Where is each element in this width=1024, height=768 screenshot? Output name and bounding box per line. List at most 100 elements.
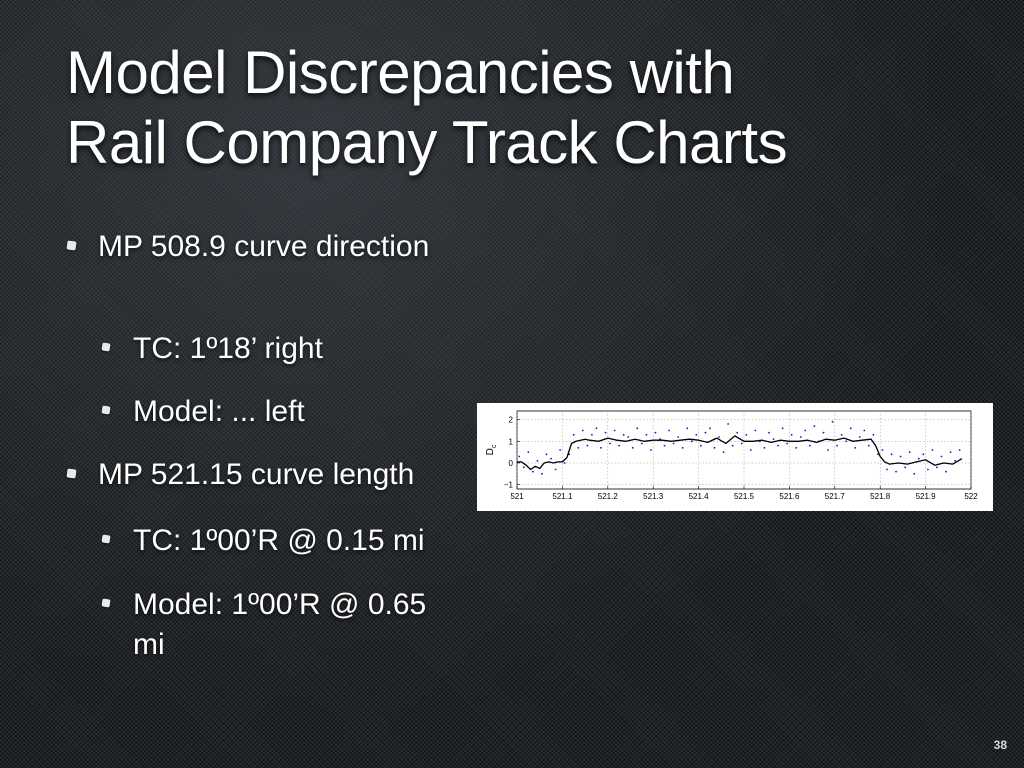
sub-bullet-item: Model: 1º00’R @ 0.65 mi [101,585,463,665]
data-point [881,449,884,451]
y-tick-label: 0 [509,459,514,468]
data-point [854,446,857,449]
bullet-item: MP 508.9 curve direction [66,227,458,267]
bullet-item: MP 521.15 curve length [66,455,458,495]
data-point [813,425,816,428]
data-point [931,449,934,451]
data-point [609,442,611,445]
data-point [586,444,589,447]
data-point [595,427,598,430]
data-point [618,444,621,447]
data-point [622,433,625,436]
data-point [722,451,725,454]
data-point [731,444,734,447]
data-point [709,427,711,430]
data-point [718,436,720,438]
data-point [804,429,807,432]
slide-number: 38 [993,738,1007,752]
data-point [904,466,907,469]
data-point [781,427,784,430]
data-point [917,457,920,460]
data-point [541,472,543,475]
data-point [654,431,657,434]
data-point [727,423,730,425]
data-point [690,440,693,443]
data-point [926,468,929,471]
data-point [713,446,716,449]
bullet-marker-icon [101,598,111,608]
data-point [777,444,779,447]
data-point [636,427,639,430]
data-point [908,451,911,454]
data-point [831,420,834,423]
data-point [650,449,652,451]
data-point [527,451,530,454]
data-point [572,433,575,436]
curvature-chart: 521 521.1 521.2 521.3 521.4 521.5 521.6 521.7 52… [477,403,993,511]
sub-bullet-item: Model: ... left [101,392,463,432]
x-tick-label: 521.1 [552,492,573,501]
x-tick-label: 521.9 [916,492,937,501]
data-point [531,470,534,473]
data-point [554,468,557,471]
data-point [749,449,752,451]
data-point [631,446,634,449]
data-point [577,446,580,449]
y-axis-label-main: D [485,448,496,455]
data-point [795,446,798,449]
slide-title-line-2: Rail Company Track Charts [66,109,788,176]
data-point [600,446,602,449]
y-tick-label: −1 [504,481,514,490]
data-point [958,449,961,451]
data-point [858,436,861,438]
bullet-marker-icon [101,405,111,415]
data-point [681,446,684,449]
bullet-text: Model: ... left [133,395,305,428]
data-point [672,442,675,445]
data-point [877,453,879,456]
x-tick-label: 521.6 [779,492,800,501]
bullet-marker-icon [101,342,111,352]
bullet-text: MP 521.15 curve length [98,458,415,491]
bullet-marker-icon [66,468,77,479]
x-tick-label: 521.5 [734,492,755,501]
data-point [563,462,566,464]
bullet-text: MP 508.9 curve direction [98,230,430,263]
series-line [517,435,963,471]
bullet-marker-icon [101,534,111,544]
data-point [740,442,743,445]
bullet-text: Model: 1º00’R @ 0.65 mi [133,588,427,661]
data-point [704,431,707,434]
data-point [895,470,897,473]
x-tick-label: 521 [510,492,524,501]
data-point [808,444,811,447]
data-point [945,470,947,473]
data-point [736,431,739,434]
data-point [699,444,702,447]
data-point [645,433,648,436]
bullet-text: TC: 1º00’R @ 0.15 mi [133,524,425,557]
y-tick-label: 1 [509,437,514,446]
data-point [604,431,607,434]
data-point [550,457,552,460]
sub-bullet-item: TC: 1º18’ right [101,329,463,369]
data-point [840,433,843,436]
data-point [836,444,838,447]
x-tick-label: 521.3 [643,492,664,501]
data-point [922,453,925,456]
data-point [545,453,548,456]
data-point [845,440,848,443]
data-point [936,466,938,469]
data-point [627,436,630,438]
data-point [799,436,802,438]
data-point [863,429,866,432]
data-point [536,459,539,462]
bullet-text: TC: 1º18’ right [133,332,323,365]
data-point [940,455,943,458]
data-point [954,459,957,462]
data-point [890,453,893,456]
sub-bullet-item: TC: 1º00’R @ 0.15 mi [101,521,463,561]
data-point [581,429,584,432]
data-point [695,433,698,436]
data-point [522,466,525,469]
